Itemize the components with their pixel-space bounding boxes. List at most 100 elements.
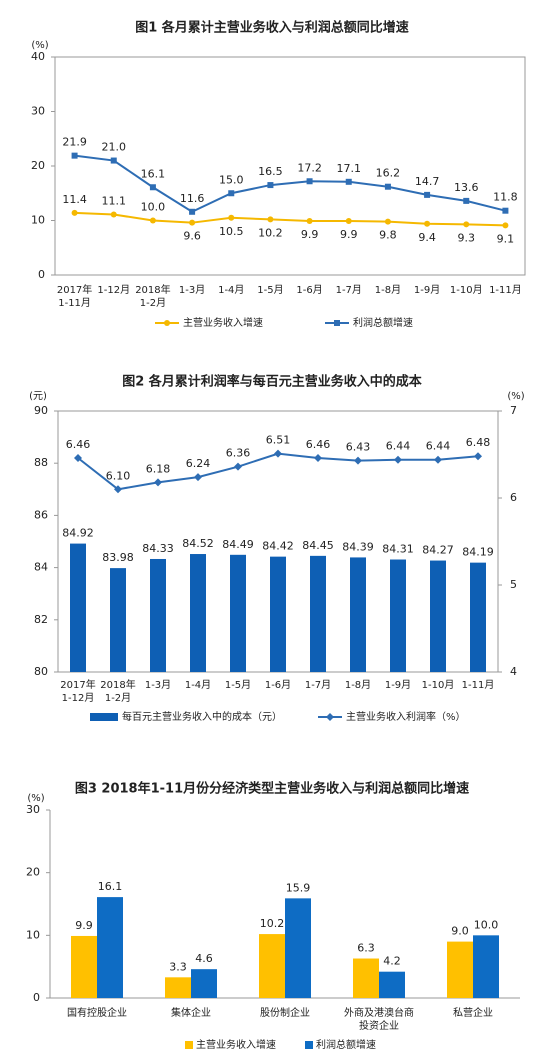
- value-label: 6.24: [186, 457, 211, 470]
- legend-label: 主营业务收入利润率（%）: [346, 710, 466, 723]
- bar: [71, 935, 97, 998]
- value-label: 84.27: [422, 544, 454, 557]
- point: [434, 455, 442, 464]
- x-tick-label: 1-8月: [375, 284, 401, 296]
- x-tick-label: 1-10月: [450, 284, 483, 296]
- point: [463, 221, 470, 228]
- y-tick-label: 82: [34, 613, 48, 626]
- bar: [150, 558, 166, 672]
- y-tick-label: 10: [26, 928, 40, 941]
- point: [306, 178, 313, 185]
- bar: [190, 554, 206, 672]
- legend-marker: [164, 320, 170, 326]
- bar: [191, 969, 217, 998]
- x-tick-label: 股份制企业: [260, 1006, 310, 1019]
- value-label: 84.39: [342, 540, 374, 553]
- value-label: 9.8: [379, 229, 397, 242]
- point: [228, 190, 235, 197]
- value-label: 9.4: [418, 231, 436, 244]
- value-label: 10.2: [260, 917, 285, 930]
- bar: [97, 897, 123, 998]
- point: [424, 191, 431, 198]
- value-label: 9.1: [497, 232, 515, 245]
- value-label: 21.9: [62, 136, 87, 149]
- value-label: 10.0: [474, 918, 499, 931]
- y2-tick-label: 7: [510, 404, 517, 417]
- value-label: 84.52: [182, 537, 214, 550]
- bar: [390, 559, 406, 672]
- y-tick-label: 86: [34, 508, 48, 521]
- bar: [430, 560, 446, 672]
- point: [314, 453, 322, 462]
- point: [345, 218, 352, 225]
- x-tick-label: 投资企业: [359, 1019, 399, 1032]
- y-tick-label: 40: [31, 50, 45, 63]
- value-label: 16.1: [141, 167, 166, 180]
- value-label: 6.10: [106, 469, 131, 482]
- value-label: 16.5: [258, 165, 283, 178]
- y-tick-label: 0: [38, 268, 45, 281]
- x-tick-label: 1-6月: [265, 679, 291, 691]
- point: [74, 453, 82, 462]
- value-label: 84.92: [62, 527, 94, 540]
- y-tick-label: 30: [26, 803, 40, 816]
- y-tick-label: 88: [34, 456, 48, 469]
- y-tick-label: 20: [26, 866, 40, 879]
- point: [384, 183, 391, 190]
- value-label: 15.0: [219, 173, 244, 186]
- x-tick-label: 1-8月: [345, 679, 371, 691]
- value-label: 6.18: [146, 462, 171, 475]
- value-label: 6.44: [426, 440, 451, 453]
- point: [149, 184, 156, 191]
- x-tick-label: 1-4月: [185, 679, 211, 691]
- legend-label: 主营业务收入增速: [183, 316, 263, 329]
- y2-tick-label: 5: [510, 578, 517, 591]
- line: [74, 154, 506, 213]
- chart-title: 图1 各月累计主营业务收入与利润总额同比增速: [135, 20, 409, 36]
- value-label: 9.9: [75, 919, 93, 932]
- value-label: 3.3: [169, 960, 187, 973]
- bar: [350, 557, 366, 672]
- value-label: 9.0: [451, 925, 469, 938]
- value-label: 9.3: [458, 231, 476, 244]
- value-label: 16.1: [98, 880, 123, 893]
- point: [345, 178, 352, 185]
- value-label: 10.2: [258, 226, 283, 239]
- y2-tick-label: 6: [510, 491, 517, 504]
- value-label: 16.2: [376, 167, 401, 180]
- x-tick-label: 1-7月: [305, 679, 331, 691]
- bar: [285, 898, 311, 998]
- y-axis-unit: (元): [29, 391, 47, 402]
- point: [463, 197, 470, 204]
- bar: [353, 958, 379, 998]
- y-axis-unit: (%): [31, 40, 48, 51]
- value-label: 6.43: [346, 441, 371, 454]
- value-label: 10.0: [141, 201, 166, 214]
- point: [306, 218, 313, 225]
- value-label: 9.6: [183, 230, 201, 243]
- bar: [310, 555, 326, 672]
- value-label: 84.33: [142, 542, 174, 555]
- x-tick-label: 1-2月: [140, 297, 166, 309]
- value-label: 4.2: [383, 955, 401, 968]
- value-label: 6.46: [66, 438, 91, 451]
- x-tick-label: 1-3月: [145, 679, 171, 691]
- x-tick-label: 1-6月: [296, 284, 322, 296]
- y-tick-label: 90: [34, 404, 48, 417]
- point: [474, 452, 482, 461]
- bar: [470, 562, 486, 672]
- x-tick-label: 1-5月: [257, 284, 283, 296]
- point: [267, 182, 274, 189]
- x-tick-label: 2018年: [100, 678, 135, 691]
- value-label: 15.9: [286, 881, 311, 894]
- chart-title: 图2 各月累计利润率与每百元主营业务收入中的成本: [122, 374, 422, 390]
- y-tick-label: 0: [33, 991, 40, 1004]
- legend-label: 每百元主营业务收入中的成本（元）: [122, 710, 282, 723]
- x-tick-label: 外商及港澳台商: [344, 1006, 414, 1019]
- value-label: 9.9: [340, 228, 358, 241]
- point: [149, 217, 156, 224]
- x-tick-label: 1-4月: [218, 284, 244, 296]
- value-label: 84.42: [262, 540, 294, 553]
- x-tick-label: 1-10月: [422, 679, 455, 691]
